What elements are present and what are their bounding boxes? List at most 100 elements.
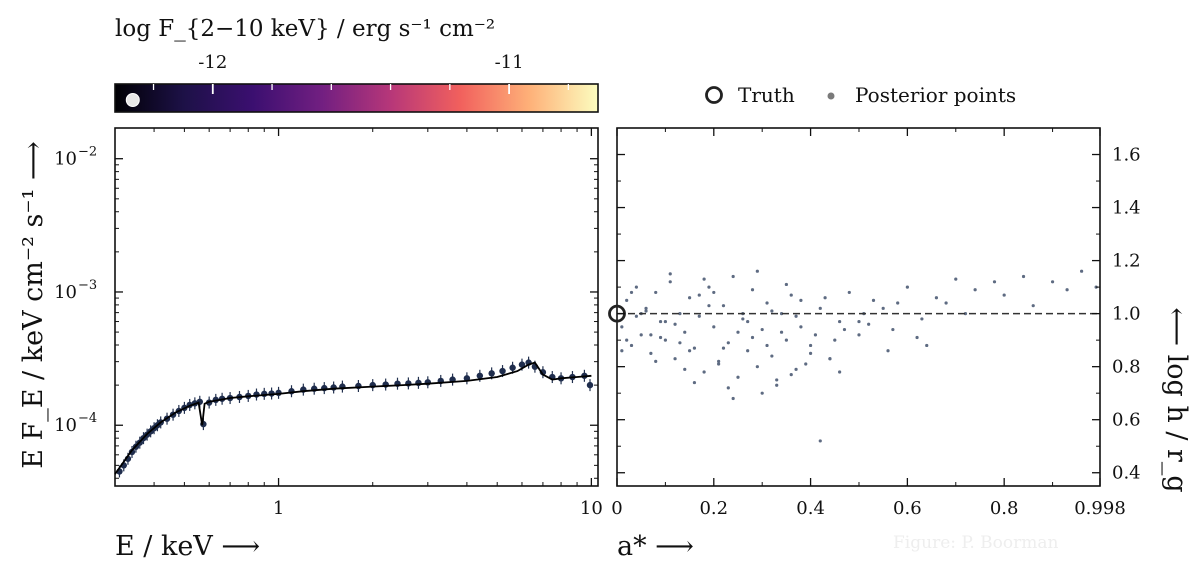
spectrum-data-point — [261, 387, 268, 400]
posterior-point — [765, 301, 769, 305]
spectrum-x-tick-label: 1 — [273, 498, 284, 519]
posterior-point — [1031, 304, 1035, 308]
spectrum-data-point — [339, 380, 346, 393]
posterior-point — [634, 314, 638, 318]
posterior-point — [692, 346, 697, 350]
spectrum-data-point — [288, 385, 295, 398]
posterior-point — [765, 343, 769, 348]
posterior-y-tick-label: 1.4 — [1112, 198, 1141, 219]
posterior-point — [736, 330, 740, 334]
spectrum-data-point — [449, 373, 456, 386]
posterior-point — [1050, 280, 1055, 284]
spectrum-x-tick-label: 10 — [580, 498, 603, 519]
posterior-y-tick-label: 1.2 — [1112, 251, 1141, 272]
posterior-point — [629, 290, 634, 295]
posterior-point — [775, 383, 779, 387]
posterior-point — [760, 391, 764, 395]
posterior-y-tick-label: 0.8 — [1112, 357, 1141, 378]
spectrum-data-point — [382, 378, 389, 391]
posterior-point — [687, 296, 692, 300]
posterior-y-tick-label: 0.4 — [1112, 463, 1141, 484]
posterior-point — [707, 304, 711, 308]
posterior-point — [905, 285, 909, 289]
posterior-point — [934, 296, 939, 300]
posterior-point — [813, 333, 818, 337]
spectrum-data-point — [311, 382, 318, 395]
posterior-point — [658, 319, 663, 324]
spectrum-y-tick-exponent: −4 — [78, 411, 97, 426]
posterior-legend-icon — [827, 92, 835, 100]
posterior-point — [760, 327, 764, 332]
posterior-point — [731, 274, 735, 279]
posterior-point — [692, 380, 697, 385]
posterior-point — [673, 357, 677, 361]
spectrum-data-point — [586, 379, 594, 392]
colorbar-gradient — [114, 83, 599, 113]
posterior-point — [973, 288, 977, 292]
posterior-point — [954, 277, 958, 281]
posterior-point — [828, 357, 832, 361]
posterior-point — [731, 396, 735, 401]
spectrum-x-axis-label: E / keV ⟶ — [115, 531, 260, 562]
posterior-point — [789, 373, 793, 377]
posterior-point — [992, 280, 997, 284]
posterior-point — [746, 319, 750, 324]
spectrum-y-tick-exponent: −2 — [78, 145, 97, 160]
colorbar-current-marker — [125, 93, 140, 107]
posterior-point — [896, 301, 900, 305]
posterior-point — [915, 335, 919, 340]
spectrum-y-tick-label: 10 — [54, 149, 77, 170]
posterior-point — [808, 351, 813, 356]
posterior-point — [794, 367, 798, 371]
posterior-point — [746, 349, 750, 353]
spectrum-y-tick-base: 10 — [54, 149, 77, 170]
spectrum-data-point — [321, 382, 328, 395]
spectrum-data-point — [394, 377, 401, 390]
posterior-y-tick-label: 1.0 — [1112, 304, 1141, 325]
posterior-point — [644, 306, 648, 310]
posterior-point — [668, 272, 672, 276]
posterior-point — [881, 306, 885, 310]
posterior-point — [784, 282, 788, 287]
spectrum-data-point — [405, 377, 412, 390]
spectrum-data-point — [463, 372, 471, 385]
posterior-point — [847, 290, 851, 295]
posterior-point — [629, 343, 634, 348]
posterior-point — [775, 378, 779, 382]
spectrum-model-line — [114, 361, 592, 475]
spectrum-data-point — [300, 383, 307, 396]
posterior-point — [1002, 293, 1006, 297]
legend-truth-label: Truth — [738, 83, 795, 107]
spectrum-y-axis-label: E F_E / keV cm⁻² s⁻¹ ⟶ — [18, 141, 49, 469]
posterior-point — [620, 325, 624, 329]
posterior-ticks: 0 0.2 0.4 0.6 0.8 0.998 0.4 0.6 0.8 1.0 1.2 1.4 1.6 — [611, 127, 1141, 519]
spectrum-y-tick-base: 10 — [54, 415, 77, 436]
posterior-point — [925, 343, 929, 348]
posterior-point — [736, 375, 740, 379]
posterior-point — [678, 312, 682, 316]
posterior-x-tick-label: 0.6 — [893, 498, 922, 519]
spectrum-data-point — [424, 376, 432, 389]
posterior-point — [750, 288, 755, 292]
posterior-point — [818, 439, 822, 443]
posterior-point — [625, 298, 629, 302]
posterior-y-tick-label: 1.6 — [1112, 145, 1141, 166]
posterior-point — [663, 319, 667, 324]
posterior-point — [755, 269, 759, 273]
posterior-point — [717, 362, 721, 366]
posterior-point — [770, 354, 774, 358]
spectrum-data-point — [330, 381, 337, 394]
posterior-point — [784, 338, 788, 342]
posterior-point — [804, 362, 808, 366]
posterior-y-tick-label: 0.6 — [1112, 410, 1141, 431]
posterior-point — [702, 277, 706, 281]
posterior-point — [823, 296, 827, 300]
spectrum-axes-frame — [114, 127, 599, 487]
posterior-point — [842, 327, 847, 332]
spectrum-data-point — [355, 379, 362, 392]
spectrum-y-tick-base: 10 — [54, 282, 77, 303]
posterior-point — [707, 285, 711, 289]
posterior-points — [620, 269, 1098, 443]
